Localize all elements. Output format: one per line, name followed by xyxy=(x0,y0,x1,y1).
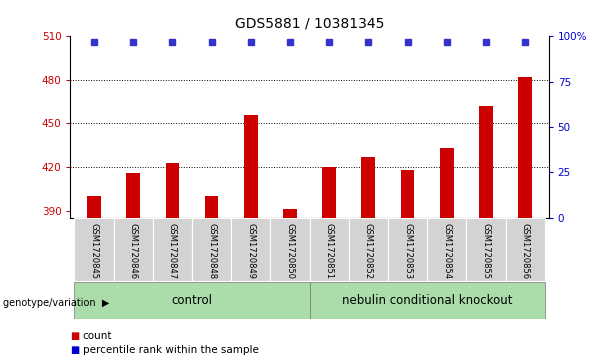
Bar xyxy=(322,167,336,218)
FancyBboxPatch shape xyxy=(113,218,153,281)
Bar xyxy=(440,148,454,218)
FancyBboxPatch shape xyxy=(310,218,349,281)
Bar xyxy=(244,115,257,218)
FancyBboxPatch shape xyxy=(349,218,388,281)
FancyBboxPatch shape xyxy=(388,218,427,281)
Text: genotype/variation  ▶: genotype/variation ▶ xyxy=(3,298,110,308)
Text: ■: ■ xyxy=(70,345,80,355)
FancyBboxPatch shape xyxy=(466,218,506,281)
FancyBboxPatch shape xyxy=(231,218,270,281)
Bar xyxy=(362,157,375,218)
Text: nebulin conditional knockout: nebulin conditional knockout xyxy=(342,294,512,307)
Text: GSM1720851: GSM1720851 xyxy=(325,223,333,279)
Text: ■: ■ xyxy=(70,331,80,341)
Title: GDS5881 / 10381345: GDS5881 / 10381345 xyxy=(235,17,384,31)
FancyBboxPatch shape xyxy=(192,218,231,281)
Text: GSM1720852: GSM1720852 xyxy=(364,223,373,279)
Bar xyxy=(166,163,179,218)
Bar xyxy=(401,170,414,218)
Bar xyxy=(479,106,493,218)
Text: count: count xyxy=(83,331,112,341)
Text: percentile rank within the sample: percentile rank within the sample xyxy=(83,345,259,355)
Bar xyxy=(518,77,532,218)
Text: GSM1720850: GSM1720850 xyxy=(286,223,294,279)
FancyBboxPatch shape xyxy=(153,218,192,281)
FancyBboxPatch shape xyxy=(310,282,545,319)
Text: GSM1720853: GSM1720853 xyxy=(403,223,412,279)
FancyBboxPatch shape xyxy=(74,218,113,281)
FancyBboxPatch shape xyxy=(427,218,466,281)
Bar xyxy=(126,173,140,218)
Bar xyxy=(87,196,101,218)
Text: control: control xyxy=(172,294,213,307)
Text: GSM1720856: GSM1720856 xyxy=(520,223,530,279)
Text: GSM1720854: GSM1720854 xyxy=(442,223,451,279)
Text: GSM1720846: GSM1720846 xyxy=(129,223,138,279)
Text: GSM1720855: GSM1720855 xyxy=(481,223,490,279)
Text: GSM1720845: GSM1720845 xyxy=(89,223,99,279)
FancyBboxPatch shape xyxy=(506,218,545,281)
Text: GSM1720847: GSM1720847 xyxy=(168,223,177,279)
Bar xyxy=(283,209,297,218)
Bar xyxy=(205,196,218,218)
Text: GSM1720849: GSM1720849 xyxy=(246,223,255,279)
Text: GSM1720848: GSM1720848 xyxy=(207,223,216,279)
FancyBboxPatch shape xyxy=(74,282,310,319)
FancyBboxPatch shape xyxy=(270,218,310,281)
